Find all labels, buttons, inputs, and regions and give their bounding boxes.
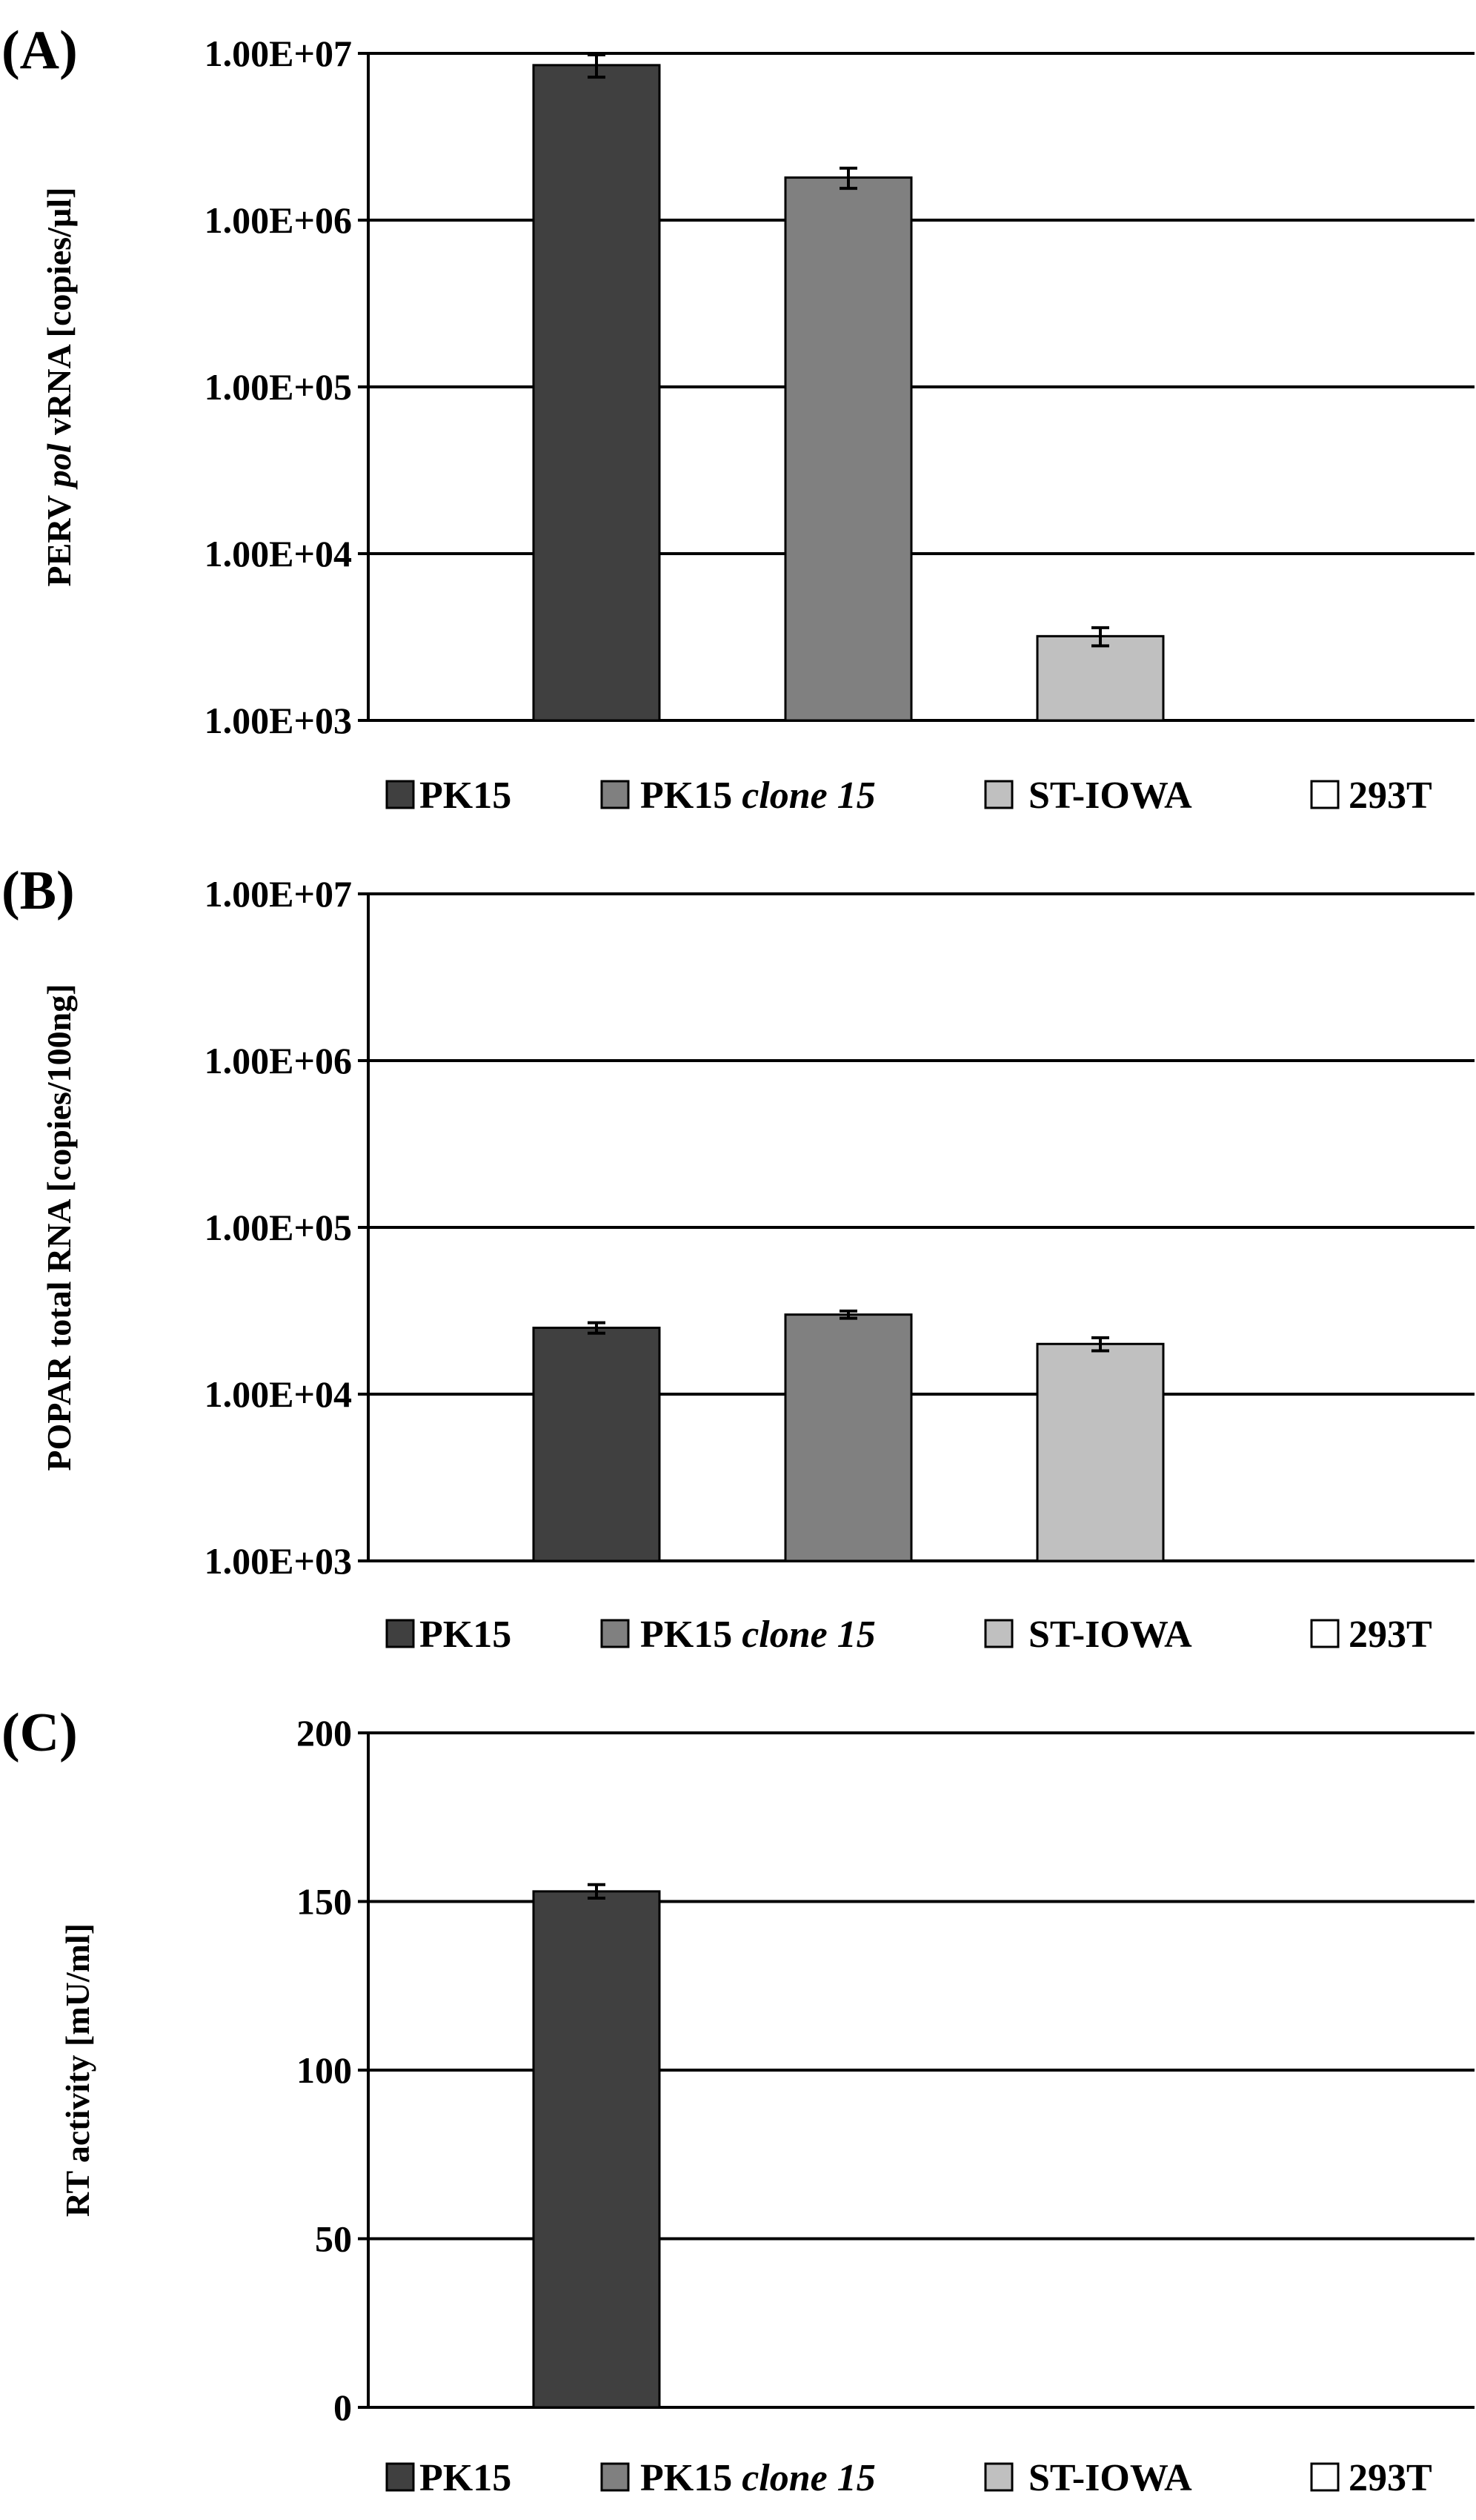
tick-label: 1.00E+06 (205, 1040, 352, 1081)
bar-pk15 (532, 1326, 661, 1562)
legend-label: 293T (1349, 2457, 1432, 2499)
legend-label: 293T (1349, 775, 1432, 817)
legend-label: ST-IOWA (1028, 775, 1192, 817)
tick-label: 100 (296, 2049, 352, 2091)
tick-label: 1.00E+03 (205, 700, 352, 741)
legend-label: PK15 (419, 2457, 511, 2499)
tick-label: 0 (333, 2387, 352, 2428)
y-axis-label: RT activity [mU/ml] (59, 1923, 96, 2217)
tick-label: 150 (296, 1881, 352, 1923)
bar-pk15-clone-15 (784, 1313, 913, 1562)
legend: PK15 PK15 clone 15 ST-IOWA 293T (385, 775, 1432, 817)
tick-label: 1.00E+07 (205, 33, 352, 74)
tick-label: 1.00E+05 (205, 1207, 352, 1248)
legend: PK15 PK15 clone 15 ST-IOWA 293T (385, 1614, 1432, 1656)
legend-label: ST-IOWA (1028, 1614, 1192, 1656)
legend-swatch (385, 780, 415, 809)
legend-label: 293T (1349, 1614, 1432, 1656)
tick-label: 1.00E+05 (205, 366, 352, 408)
tick-label: 1.00E+04 (205, 1373, 352, 1415)
panel-label: (C) (1, 1702, 78, 1763)
legend-swatch (385, 1619, 415, 1648)
bar-pk15-clone-15 (784, 176, 913, 722)
chart-panel-2: (B) 1.00E+03 1.00E+04 1.00E+05 1.00E+06 1.00E… (1, 861, 1475, 1656)
bar-st-iowa (1036, 1342, 1165, 1562)
legend-swatch (984, 1619, 1014, 1648)
panel-label: (B) (1, 861, 75, 921)
legend-swatch (1310, 780, 1340, 809)
legend-label: PK15 (419, 1614, 511, 1656)
legend-label: PK15 clone 15 (640, 1614, 876, 1656)
y-axis-label: PERV pol vRNA [copies/µl] (40, 188, 78, 587)
legend-swatch (600, 2462, 630, 2492)
legend-swatch (1310, 1619, 1340, 1648)
tick-label: 1.00E+03 (205, 1540, 352, 1582)
legend-label: ST-IOWA (1028, 2457, 1192, 2499)
legend-swatch (1310, 2462, 1340, 2492)
legend-swatch (385, 2462, 415, 2492)
tick-label: 1.00E+04 (205, 533, 352, 574)
legend-swatch (600, 1619, 630, 1648)
legend-label: PK15 clone 15 (640, 2457, 876, 2499)
legend: PK15 PK15 clone 15 ST-IOWA 293T (385, 2457, 1432, 2499)
y-axis-label: POPAR total RNA [copies/100ng] (40, 984, 78, 1470)
tick-label: 1.00E+07 (205, 873, 352, 915)
tick-label: 1.00E+06 (205, 199, 352, 241)
legend-label: PK15 (419, 775, 511, 817)
tick-label: 50 (315, 2218, 352, 2260)
tick-label: 200 (296, 1712, 352, 1754)
panel-label: (A) (1, 20, 78, 81)
bar-pk15 (532, 1890, 661, 2409)
legend-swatch (600, 780, 630, 809)
legend-swatch (984, 780, 1014, 809)
chart-panel-1: (A) 1.00E+03 1.00E+04 1.00E+05 1.00E+06 1.00E… (1, 20, 1475, 817)
bar-st-iowa (1036, 634, 1165, 722)
legend-swatch (984, 2462, 1014, 2492)
legend-label: PK15 clone 15 (640, 775, 876, 817)
bar-pk15 (532, 64, 661, 722)
